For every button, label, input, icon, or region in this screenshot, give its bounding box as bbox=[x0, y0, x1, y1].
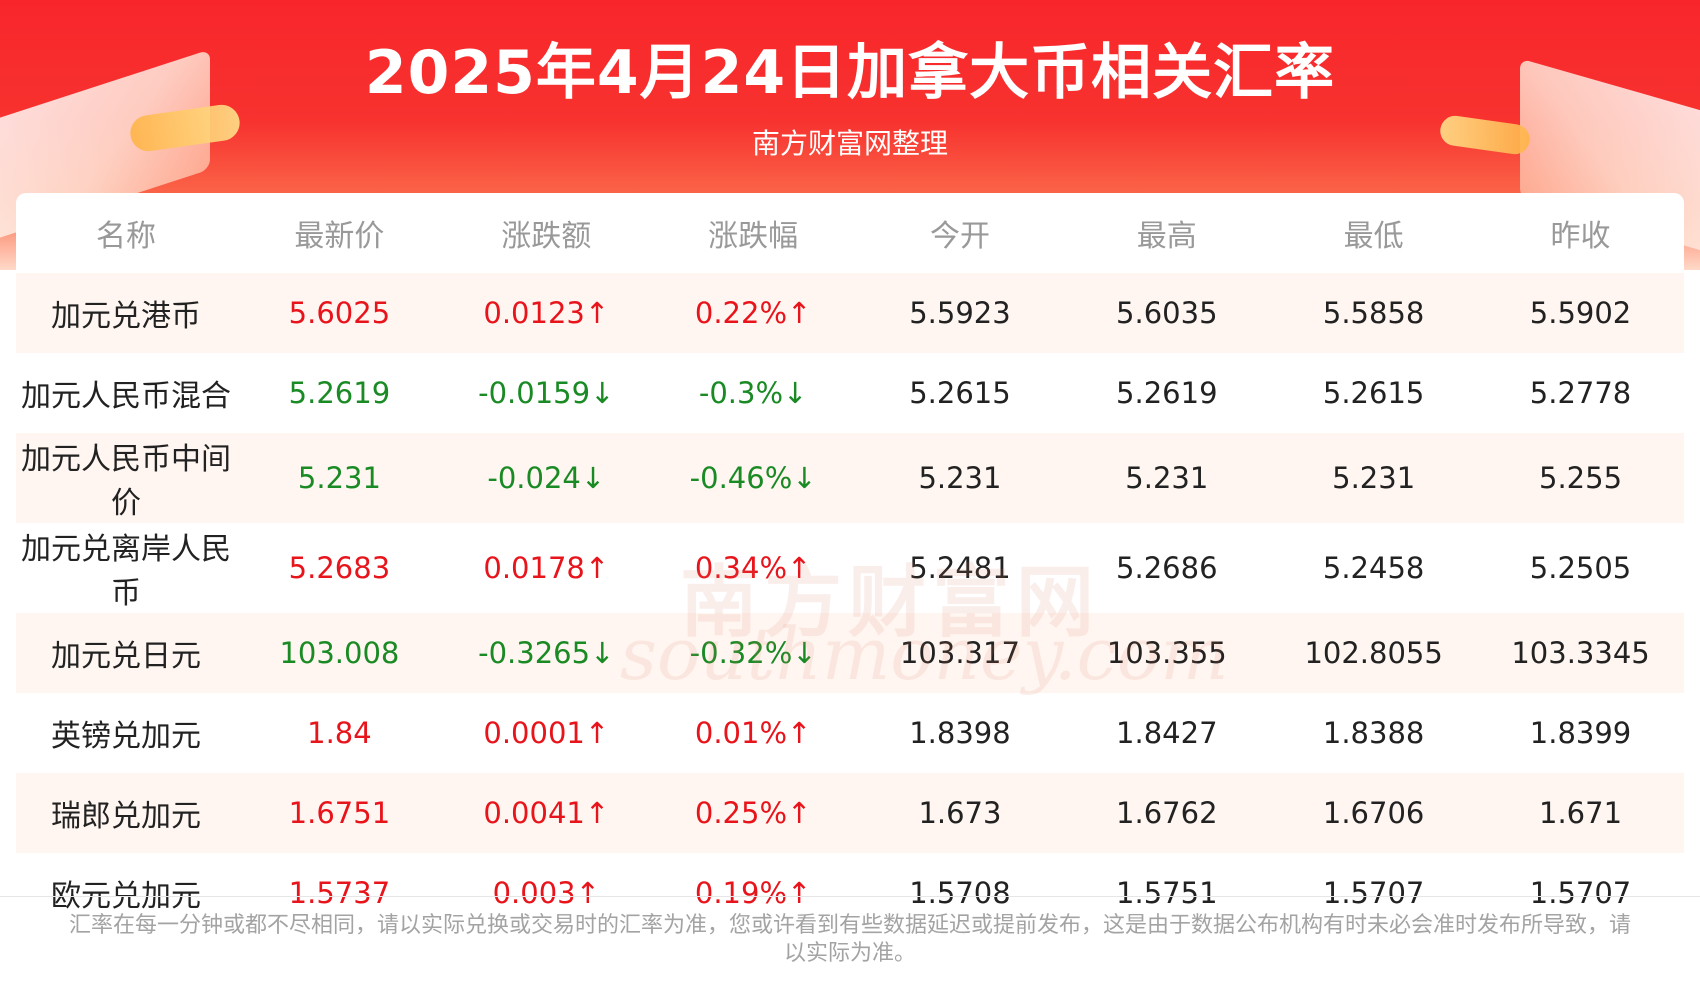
cell-low: 102.8055 bbox=[1270, 613, 1478, 693]
cell-open: 5.5923 bbox=[856, 273, 1064, 353]
cell-prev-close: 1.8399 bbox=[1529, 716, 1632, 750]
cell-change: 0.0123↑ bbox=[442, 273, 650, 353]
cell-latest: 5.231 bbox=[236, 433, 443, 523]
cell-high: 103.355 bbox=[1063, 613, 1271, 693]
cell-latest: 1.5737 bbox=[288, 876, 391, 910]
cell-change: 0.0041↑ bbox=[442, 773, 650, 853]
cell-name: 加元兑港币 bbox=[16, 273, 236, 353]
cell-low: 5.2615 bbox=[1322, 376, 1425, 410]
cell-percent: -0.46%↓ bbox=[649, 433, 857, 523]
table-row: 加元兑离岸人民币 5.2683 0.0178↑ 0.34%↑ 5.2481 5.2686 5… bbox=[16, 523, 1684, 613]
cell-low: 5.5858 bbox=[1270, 273, 1478, 353]
table-row: 加元人民币混合 5.2619 -0.0159↓ -0.3%↓ 5.2615 5.2619 5… bbox=[16, 353, 1684, 433]
cell-change: -0.3265↓ bbox=[442, 613, 650, 693]
footer-divider bbox=[0, 896, 1700, 897]
cell-percent: 0.25%↑ bbox=[649, 773, 857, 853]
cell-name: 瑞郎兑加元 bbox=[16, 773, 236, 853]
cell-prev-close: 103.3345 bbox=[1477, 613, 1684, 693]
cell-latest: 1.6751 bbox=[236, 773, 443, 853]
cell-open: 1.5708 bbox=[909, 876, 1011, 910]
cell-prev-close: 1.671 bbox=[1477, 773, 1684, 853]
cell-latest: 5.2683 bbox=[288, 551, 391, 585]
cell-low: 1.5707 bbox=[1322, 876, 1425, 910]
cell-open: 1.673 bbox=[856, 773, 1064, 853]
cell-prev-close: 5.5902 bbox=[1477, 273, 1684, 353]
column-header-high: 最高 bbox=[1136, 219, 1197, 254]
cell-low: 1.8388 bbox=[1322, 716, 1425, 750]
column-header-prev-close: 昨收 bbox=[1550, 219, 1611, 254]
column-header-open: 今开 bbox=[929, 219, 990, 254]
column-header-latest: 最新价 bbox=[294, 219, 385, 254]
cell-percent: 0.34%↑ bbox=[694, 551, 812, 585]
cell-change: 0.0178↑ bbox=[483, 551, 610, 585]
cell-prev-close: 5.255 bbox=[1477, 433, 1684, 523]
page-title: 2025年4月24日加拿大币相关汇率 bbox=[364, 38, 1336, 108]
cell-latest: 5.6025 bbox=[236, 273, 443, 353]
cell-high: 1.5751 bbox=[1116, 876, 1218, 910]
cell-open: 103.317 bbox=[856, 613, 1064, 693]
cell-percent: -0.32%↓ bbox=[649, 613, 857, 693]
cell-high: 5.2619 bbox=[1116, 376, 1218, 410]
cell-prev-close: 1.5707 bbox=[1529, 876, 1632, 910]
cell-percent: 0.19%↑ bbox=[694, 876, 812, 910]
table-header-row: 名称 最新价 涨跌额 涨跌幅 今开 最高 最低 昨收 bbox=[16, 193, 1684, 273]
page-subtitle: 南方财富网整理 bbox=[751, 127, 948, 160]
cell-low: 5.2458 bbox=[1322, 551, 1425, 585]
table-row: 加元兑日元 103.008 -0.3265↓ -0.32%↓ 103.317 103.35… bbox=[16, 613, 1684, 693]
table-row: 英镑兑加元 1.84 0.0001↑ 0.01%↑ 1.8398 1.8427 1.8388… bbox=[16, 693, 1684, 773]
table-row: 加元人民币中间价 5.231 -0.024↓ -0.46%↓ 5.231 5.231 5.2… bbox=[16, 433, 1684, 523]
column-header-low: 最低 bbox=[1343, 219, 1404, 254]
cell-high: 1.6762 bbox=[1063, 773, 1271, 853]
cell-low: 5.231 bbox=[1270, 433, 1478, 523]
cell-prev-close: 5.2505 bbox=[1529, 551, 1632, 585]
cell-name: 加元兑日元 bbox=[16, 613, 236, 693]
cell-percent: 0.01%↑ bbox=[694, 716, 812, 750]
cell-change: -0.024↓ bbox=[442, 433, 650, 523]
cell-prev-close: 5.2778 bbox=[1529, 376, 1632, 410]
cell-change: -0.0159↓ bbox=[478, 376, 615, 410]
cell-latest: 5.2619 bbox=[288, 376, 391, 410]
cell-high: 5.2686 bbox=[1116, 551, 1218, 585]
column-header-name: 名称 bbox=[96, 219, 156, 254]
cell-latest: 103.008 bbox=[236, 613, 443, 693]
column-header-change: 涨跌额 bbox=[501, 219, 592, 254]
cell-low: 1.6706 bbox=[1270, 773, 1478, 853]
disclaimer-text: 汇率在每一分钟或都不尽相同，请以实际兑换或交易时的汇率为准，您或许看到有些数据延… bbox=[68, 913, 1631, 966]
cell-open: 5.231 bbox=[856, 433, 1064, 523]
column-header-percent: 涨跌幅 bbox=[708, 219, 799, 254]
cell-name: 加元人民币混合 bbox=[21, 379, 231, 414]
cell-name: 加元兑离岸人民币 bbox=[21, 532, 231, 611]
cell-name: 英镑兑加元 bbox=[51, 719, 201, 754]
cell-change: 0.0001↑ bbox=[483, 716, 610, 750]
cell-change: 0.003↑ bbox=[492, 876, 600, 910]
cell-latest: 1.84 bbox=[307, 716, 372, 750]
cell-high: 5.231 bbox=[1063, 433, 1271, 523]
table-row: 瑞郎兑加元 1.6751 0.0041↑ 0.25%↑ 1.673 1.6762 1.670… bbox=[16, 773, 1684, 853]
cell-percent: 0.22%↑ bbox=[649, 273, 857, 353]
cell-high: 5.6035 bbox=[1063, 273, 1271, 353]
cell-name: 加元人民币中间价 bbox=[16, 433, 236, 523]
table-row: 加元兑港币 5.6025 0.0123↑ 0.22%↑ 5.5923 5.6035 5.58… bbox=[16, 273, 1684, 353]
cell-open: 5.2481 bbox=[909, 551, 1011, 585]
cell-percent: -0.3%↓ bbox=[698, 376, 808, 410]
exchange-rate-table: 名称 最新价 涨跌额 涨跌幅 今开 最高 最低 昨收 加元兑港币 5.6025 0.… bbox=[16, 193, 1684, 933]
cell-open: 1.8398 bbox=[909, 716, 1011, 750]
cell-open: 5.2615 bbox=[909, 376, 1011, 410]
cell-high: 1.8427 bbox=[1116, 716, 1218, 750]
